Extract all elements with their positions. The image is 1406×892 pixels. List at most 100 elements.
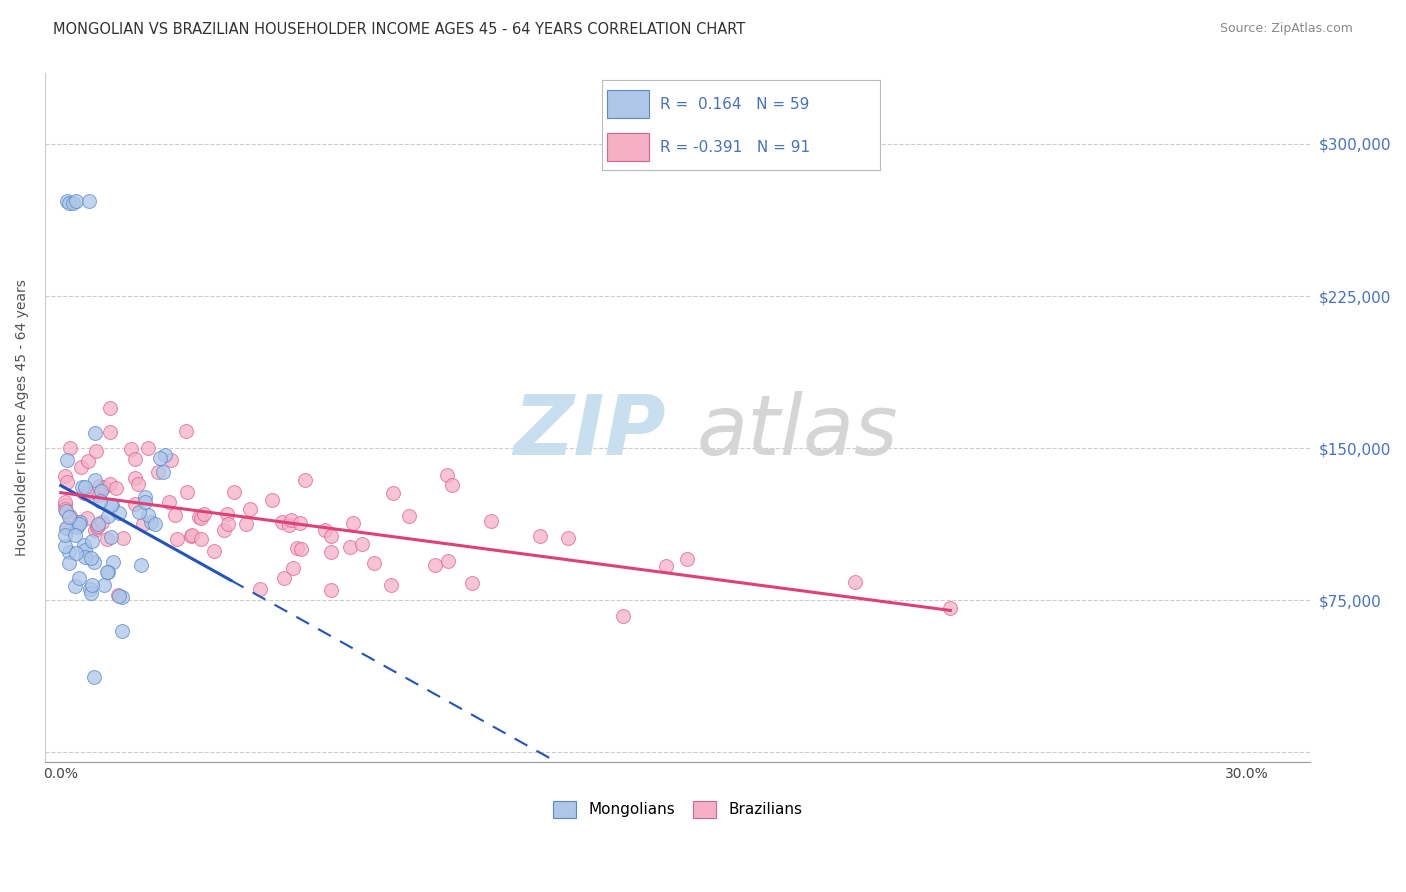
- Point: [79, 551, 101, 566]
- Point: [124, 471, 146, 485]
- Point: [111, 624, 134, 638]
- Point: [77, 453, 100, 467]
- Point: [939, 600, 962, 615]
- Legend: Mongolians, Brazilians: Mongolians, Brazilians: [547, 795, 808, 823]
- Point: [217, 516, 239, 531]
- Point: [76, 511, 98, 525]
- Point: [479, 514, 502, 528]
- Point: [59, 508, 82, 523]
- Point: [120, 442, 142, 456]
- Point: [103, 555, 125, 569]
- Point: [350, 537, 373, 551]
- Point: [77, 485, 100, 500]
- Text: Source: ZipAtlas.com: Source: ZipAtlas.com: [1219, 22, 1353, 36]
- Point: [69, 459, 91, 474]
- Point: [215, 508, 238, 522]
- Point: [239, 501, 262, 516]
- Point: [72, 480, 94, 494]
- Point: [67, 571, 90, 585]
- Point: [98, 477, 121, 491]
- Point: [84, 426, 107, 441]
- Point: [143, 517, 166, 532]
- Point: [382, 486, 405, 500]
- Point: [56, 521, 79, 535]
- Point: [83, 555, 105, 569]
- Point: [212, 524, 235, 538]
- Point: [288, 516, 311, 530]
- Point: [55, 475, 77, 490]
- Point: [180, 528, 202, 542]
- Point: [319, 583, 342, 598]
- Point: [100, 498, 122, 512]
- Point: [67, 517, 90, 532]
- Point: [134, 495, 156, 509]
- Point: [53, 539, 76, 553]
- Text: MONGOLIAN VS BRAZILIAN HOUSEHOLDER INCOME AGES 45 - 64 YEARS CORRELATION CHART: MONGOLIAN VS BRAZILIAN HOUSEHOLDER INCOM…: [53, 22, 745, 37]
- Point: [280, 513, 302, 527]
- Point: [86, 516, 108, 531]
- Point: [128, 505, 150, 519]
- Point: [319, 545, 342, 559]
- Point: [73, 486, 96, 500]
- Point: [79, 582, 101, 596]
- Point: [270, 515, 292, 529]
- Point: [190, 532, 212, 546]
- Point: [285, 541, 308, 555]
- Point: [441, 478, 464, 492]
- Point: [423, 558, 446, 572]
- Point: [89, 494, 111, 508]
- Point: [65, 194, 87, 208]
- Point: [53, 502, 76, 516]
- Point: [58, 557, 80, 571]
- Point: [66, 520, 89, 534]
- Point: [436, 467, 458, 482]
- Point: [59, 441, 82, 455]
- Point: [180, 529, 202, 543]
- Point: [844, 574, 866, 589]
- Point: [139, 516, 162, 530]
- Point: [89, 488, 111, 502]
- Point: [87, 518, 110, 533]
- Point: [157, 495, 180, 509]
- Point: [136, 442, 159, 456]
- Point: [127, 476, 149, 491]
- Text: atlas: atlas: [696, 391, 898, 472]
- Point: [612, 608, 634, 623]
- Point: [96, 566, 118, 580]
- Point: [152, 466, 174, 480]
- Point: [202, 544, 225, 558]
- Point: [153, 448, 176, 462]
- Point: [136, 508, 159, 522]
- Point: [363, 557, 385, 571]
- Point: [380, 578, 402, 592]
- Point: [63, 527, 86, 541]
- Point: [77, 194, 100, 208]
- Point: [319, 529, 342, 543]
- Point: [89, 479, 111, 493]
- Point: [129, 558, 152, 572]
- Point: [55, 521, 77, 535]
- Point: [134, 491, 156, 505]
- Point: [82, 578, 104, 592]
- Point: [65, 546, 87, 560]
- Point: [55, 504, 77, 518]
- Point: [93, 479, 115, 493]
- Point: [83, 670, 105, 684]
- Point: [53, 498, 76, 512]
- Point: [273, 571, 295, 585]
- Point: [174, 424, 197, 438]
- Point: [86, 520, 108, 534]
- Point: [131, 517, 153, 532]
- Point: [149, 450, 172, 465]
- Point: [190, 511, 212, 525]
- Point: [193, 508, 215, 522]
- Point: [529, 529, 551, 543]
- Point: [655, 558, 678, 573]
- Point: [339, 540, 361, 554]
- Point: [557, 531, 579, 545]
- Point: [262, 493, 284, 508]
- Point: [75, 543, 97, 558]
- Point: [124, 452, 146, 467]
- Point: [107, 588, 129, 602]
- Point: [84, 444, 107, 458]
